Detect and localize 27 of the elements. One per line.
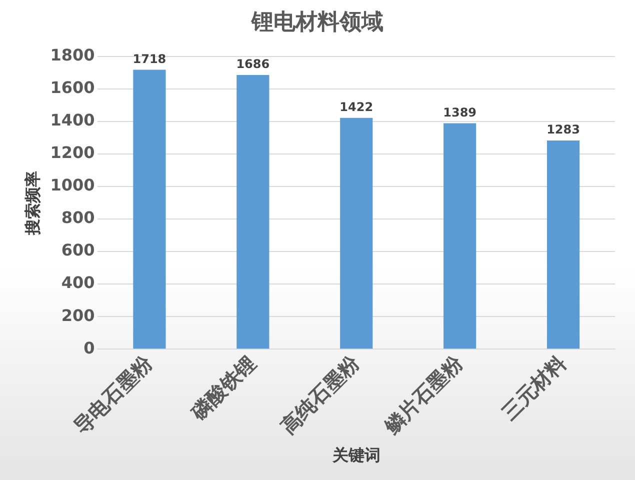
y-axis-title: 搜索频率 bbox=[22, 170, 42, 236]
y-tick-label: 0 bbox=[84, 338, 95, 358]
x-tick-label: 三元材料 bbox=[496, 350, 570, 424]
bar bbox=[340, 118, 373, 349]
data-label: 1686 bbox=[236, 57, 270, 72]
x-axis-title: 关键词 bbox=[331, 446, 380, 465]
y-tick-label: 600 bbox=[61, 240, 95, 260]
bar bbox=[133, 70, 166, 349]
y-tick-label: 1400 bbox=[50, 110, 95, 130]
y-tick-label: 1000 bbox=[50, 176, 95, 195]
bar bbox=[236, 74, 270, 349]
bar bbox=[444, 123, 476, 349]
y-tick-label: 200 bbox=[61, 306, 95, 325]
y-tick-label: 1600 bbox=[50, 78, 95, 98]
data-label: 1718 bbox=[132, 52, 166, 66]
data-label: 1422 bbox=[340, 100, 374, 114]
bar bbox=[546, 140, 580, 349]
x-tick-label: 磷酸铁锂 bbox=[186, 350, 260, 426]
chart-title: 锂电材料领域 bbox=[250, 10, 384, 35]
data-label: 1389 bbox=[443, 105, 477, 120]
x-tick-label: 高纯石墨粉 bbox=[276, 350, 364, 439]
y-tick-label: 1200 bbox=[50, 143, 95, 162]
y-tick-label: 800 bbox=[61, 208, 95, 228]
data-label: 1283 bbox=[546, 122, 580, 137]
y-tick-label: 400 bbox=[61, 273, 95, 292]
x-tick-label: 鳞片石墨粉 bbox=[378, 350, 468, 440]
y-tick-label: 1800 bbox=[50, 46, 95, 65]
